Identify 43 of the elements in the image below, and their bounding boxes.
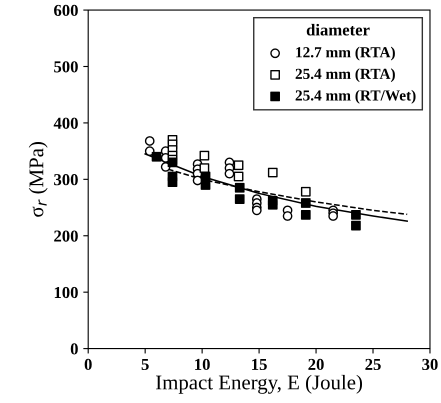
legend-title: diameter	[306, 24, 370, 36]
x-tick-label: 25	[365, 358, 381, 370]
x-tick-label: 15	[252, 358, 267, 370]
y-tick-label: 300	[54, 174, 78, 186]
point	[200, 150, 210, 160]
y-tick-label: 600	[54, 4, 78, 16]
point	[234, 172, 244, 182]
point	[168, 158, 178, 168]
point	[300, 210, 311, 220]
legend-label: 25.4 mm (RTA)	[296, 68, 395, 82]
y-tick-label: 400	[54, 118, 78, 129]
x-axis-title: Impact Energy, E (Joule)	[156, 374, 362, 394]
x-tick-label: 0	[84, 358, 92, 370]
x-tick-label: 20	[308, 358, 324, 370]
point	[234, 160, 244, 170]
point	[351, 220, 361, 230]
point	[152, 152, 162, 162]
point	[268, 200, 278, 210]
y-tick-label: 100	[54, 286, 78, 298]
point	[300, 198, 311, 208]
point	[234, 182, 245, 193]
point	[351, 210, 361, 220]
y-tick-label: 500	[54, 61, 78, 72]
point	[268, 168, 278, 178]
x-tick-label: 10	[195, 358, 210, 370]
point	[200, 172, 210, 182]
y-tick-label: 0	[70, 343, 78, 355]
y-tick-label: 200	[54, 230, 78, 242]
point	[200, 180, 210, 190]
point	[282, 211, 292, 221]
point	[252, 206, 262, 216]
point	[300, 186, 311, 197]
x-tick-label: 5	[142, 358, 149, 370]
x-tick-label: 30	[422, 358, 438, 370]
point	[328, 211, 338, 221]
legend-label: 25.4 mm (RT/Wet)	[296, 90, 416, 104]
point	[144, 136, 155, 146]
y-axis-title: σ$_{r}$ (MPa)	[28, 142, 48, 217]
point	[168, 177, 178, 188]
point	[224, 168, 234, 179]
point	[200, 163, 210, 173]
legend-label: 12.7 mm (RTA)	[296, 46, 395, 61]
point	[234, 194, 245, 204]
